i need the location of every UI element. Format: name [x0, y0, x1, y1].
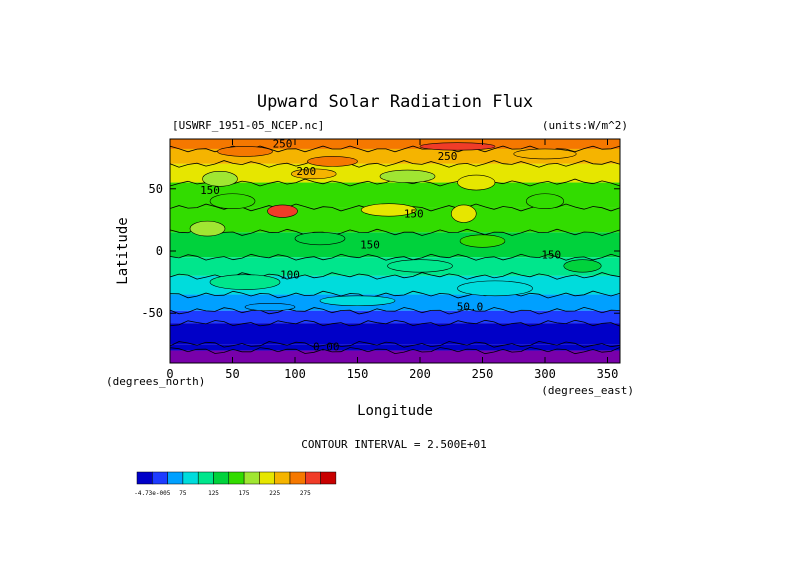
- field-feature-4: [202, 171, 238, 187]
- x-axis-ticks: 0 50 100 150 200 250 300 350: [166, 139, 618, 381]
- field-feature-14: [459, 234, 506, 248]
- colorbar-swatch-1: [152, 471, 168, 485]
- lat-band-9: [170, 310, 620, 324]
- x-tick-label-300: 300: [534, 367, 556, 381]
- x-tick-label-150: 150: [347, 367, 369, 381]
- contour-label-2: 200: [296, 165, 316, 178]
- colorbar-swatch-3: [182, 471, 199, 485]
- contour-line-11: [169, 346, 621, 355]
- field-feature-2: [513, 148, 577, 160]
- colorbar-swatch-7: [243, 471, 260, 485]
- contour-label-9: 0.00: [313, 341, 340, 354]
- colorbar-level-2: 125: [208, 490, 219, 497]
- colorbar-level-4: 225: [269, 490, 280, 497]
- contour-line-8: [169, 306, 621, 315]
- field-feature-9: [360, 203, 417, 217]
- y-tick-label-0: 0: [156, 244, 163, 258]
- lat-band-5: [170, 232, 620, 258]
- field-feature-0: [217, 146, 273, 157]
- field-feature-16: [387, 259, 453, 273]
- field-feature-15: [189, 220, 226, 237]
- y-tick-label-50: 50: [149, 182, 163, 196]
- colorbar-swatch-10: [289, 471, 306, 485]
- field-feature-3: [307, 156, 358, 167]
- plot-area: 250 250 200 150 150 150 150 100 50.0 0.00: [169, 138, 621, 364]
- chart-title: Upward Solar Radiation Flux: [257, 92, 533, 112]
- contour-line-7: [169, 290, 621, 299]
- x-tick-label-200: 200: [409, 367, 431, 381]
- colorbar-level-0: -4.73e-005: [134, 490, 171, 497]
- contour-line-10: [169, 340, 621, 348]
- colorbar-swatch-6: [228, 471, 245, 485]
- contour-label-6: 150: [541, 248, 561, 261]
- x-tick-label-0: 0: [166, 367, 173, 381]
- field-feature-8: [267, 204, 298, 218]
- field-feature-13: [294, 232, 346, 246]
- colorbar-swatch-5: [213, 471, 230, 485]
- colorbar: -4.73e-005 75 125 175 225 275: [134, 471, 337, 497]
- contour-line-5: [169, 253, 621, 261]
- colorbar-swatch-12: [320, 471, 337, 485]
- heatmap-features: [189, 142, 602, 312]
- contour-labels: 250 250 200 150 150 150 150 100 50.0 0.00: [200, 138, 561, 354]
- y-axis-label: Latitude: [115, 217, 131, 284]
- contour-line-1: [169, 160, 621, 168]
- field-feature-12: [525, 193, 565, 209]
- x-unit-label: (degrees_east): [541, 384, 634, 397]
- lat-band-1: [170, 148, 620, 164]
- x-tick-label-350: 350: [597, 367, 619, 381]
- colorbar-swatch-0: [136, 471, 153, 485]
- x-tick-label-50: 50: [225, 367, 239, 381]
- contour-label-5: 150: [360, 239, 380, 252]
- lat-band-0: [170, 139, 620, 149]
- colorbar-swatch-2: [167, 471, 184, 485]
- lat-band-10: [170, 323, 620, 345]
- contour-label-1: 250: [438, 150, 458, 163]
- contour-label-3: 150: [200, 184, 220, 197]
- x-tick-label-250: 250: [472, 367, 494, 381]
- contour-label-0: 250: [273, 138, 293, 151]
- contour-line-4: [169, 228, 621, 236]
- field-feature-21: [244, 302, 296, 312]
- contour-label-4: 150: [404, 207, 424, 220]
- colorbar-swatch-9: [274, 471, 291, 485]
- contour-label-7: 100: [280, 268, 300, 281]
- field-feature-6: [379, 169, 436, 183]
- field-feature-10: [450, 204, 477, 223]
- colorbar-swatch-11: [305, 471, 321, 485]
- file-label: [USWRF_1951-05_NCEP.nc]: [172, 119, 324, 132]
- contour-line-9: [169, 319, 621, 327]
- x-tick-label-100: 100: [284, 367, 306, 381]
- colorbar-swatch-4: [197, 471, 214, 485]
- field-feature-11: [209, 193, 256, 209]
- contour-label-8: 50.0: [457, 301, 484, 314]
- contour-interval-label: CONTOUR INTERVAL = 2.500E+01: [301, 438, 486, 451]
- field-feature-5: [290, 168, 337, 180]
- units-label: (units:W/m^2): [542, 119, 628, 132]
- colorbar-swatch-8: [259, 471, 275, 485]
- field-feature-1: [419, 142, 496, 151]
- colorbar-level-5: 275: [300, 490, 311, 497]
- field-feature-17: [209, 274, 281, 290]
- y-unit-label: (degrees_north): [106, 375, 205, 388]
- field-feature-7: [457, 174, 496, 191]
- heatmap-bands: [169, 139, 621, 363]
- y-axis-ticks: -50 0 50: [141, 182, 620, 320]
- colorbar-level-3: 175: [239, 490, 250, 497]
- colorbar-level-1: 75: [179, 490, 187, 497]
- field-feature-19: [563, 259, 602, 273]
- field-feature-20: [319, 295, 396, 307]
- lat-band-11: [170, 344, 620, 351]
- field-feature-18: [457, 280, 533, 297]
- x-axis-label: Longitude: [357, 403, 433, 419]
- y-tick-label--50: -50: [141, 306, 163, 320]
- lat-band-12: [170, 350, 620, 363]
